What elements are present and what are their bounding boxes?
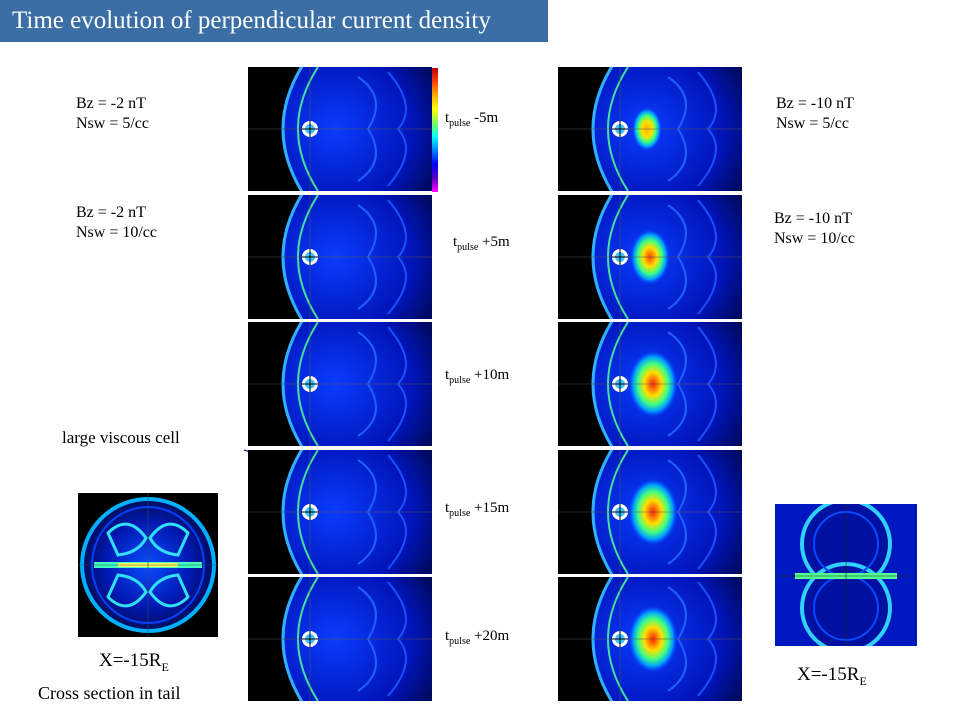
slide-title: Time evolution of perpendicular current … [12,7,491,34]
plot-right-3 [558,322,742,446]
plot-left-4 [248,450,432,574]
time-label-1: tpulse -5m [445,110,499,129]
right-condition-2: Bz = -10 nT Nsw = 10/cc [774,209,855,249]
time-label-2: tpulse +5m [453,234,510,253]
right-condition-1-bz: Bz = -10 nT [776,95,854,112]
cross-section-caption: Cross section in tail [38,683,181,703]
left-condition-1: Bz = -2 nT Nsw = 5/cc [76,94,149,134]
right-cross-label: X=-15RE [797,664,867,688]
title-bar: Time evolution of perpendicular current … [0,0,548,42]
cross-section-left [78,493,218,637]
left-condition-1-nsw: Nsw = 5/cc [76,115,150,132]
plot-right-2 [558,195,742,319]
left-condition-2-bz: Bz = -2 nT [76,204,146,221]
left-condition-1-bz: Bz = -2 nT [76,95,146,112]
plot-left-1 [248,67,432,191]
plot-right-4 [558,450,742,574]
right-condition-2-bz: Bz = -10 nT [774,210,852,227]
plot-left-2 [248,195,432,319]
plot-left-3 [248,322,432,446]
right-condition-1: Bz = -10 nT Nsw = 5/cc [776,94,854,134]
time-label-4: tpulse +15m [445,500,510,519]
time-label-5: tpulse +20m [445,628,510,647]
plot-left-5 [248,577,432,701]
time-label-3: tpulse +10m [445,367,510,386]
plot-right-1 [558,67,742,191]
left-condition-2: Bz = -2 nT Nsw = 10/cc [76,203,157,243]
left-condition-2-nsw: Nsw = 10/cc [76,224,158,241]
right-condition-2-nsw: Nsw = 10/cc [774,230,856,247]
viscous-cell-annotation: large viscous cell [62,428,180,447]
right-condition-1-nsw: Nsw = 5/cc [776,115,850,132]
left-cross-label: X=-15RE [99,650,169,674]
colorbar [432,68,438,192]
cross-section-right [775,504,917,646]
plot-right-5 [558,577,742,701]
